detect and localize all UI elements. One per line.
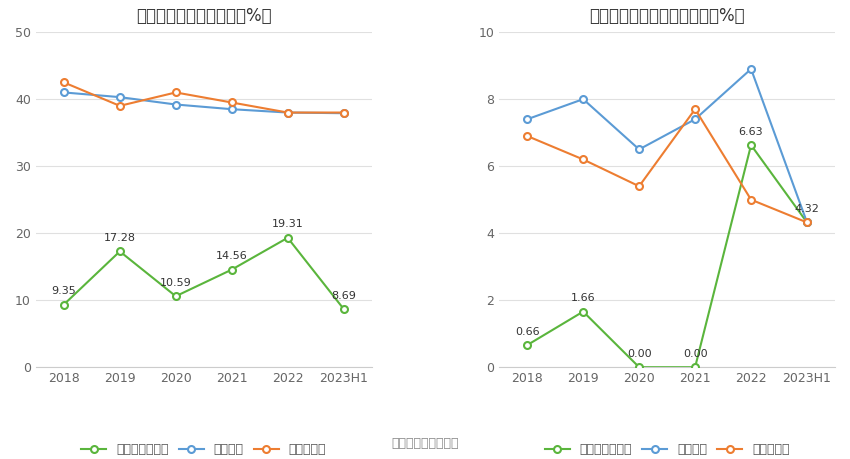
行业中位数	[227, 100, 237, 105]
Text: 9.35: 9.35	[52, 286, 76, 296]
Text: 6.63: 6.63	[739, 127, 763, 137]
行业中位数	[578, 157, 588, 162]
Line: 行业均值: 行业均值	[60, 89, 347, 117]
行业均值	[227, 106, 237, 112]
Text: 10.59: 10.59	[160, 278, 191, 288]
行业中位数	[746, 197, 756, 202]
有息资产负债率	[802, 220, 812, 225]
行业中位数	[282, 110, 292, 115]
Text: 1.66: 1.66	[571, 293, 596, 303]
有息资产负债率	[690, 364, 700, 370]
行业中位数	[522, 133, 532, 139]
有息资产负债率	[578, 309, 588, 314]
行业均值	[171, 102, 181, 107]
Legend: 公司资产负债率, 行业均值, 行业中位数: 公司资产负债率, 行业均值, 行业中位数	[76, 438, 332, 459]
公司资产负债率	[282, 235, 292, 241]
Line: 行业中位数: 行业中位数	[60, 79, 347, 116]
有息资产负债率	[746, 142, 756, 148]
行业中位数	[634, 184, 644, 189]
行业均值	[634, 146, 644, 152]
行业中位数	[171, 90, 181, 95]
行业均值	[578, 96, 588, 102]
有息资产负债率	[634, 364, 644, 370]
Title: 近年来有息资产负债率情况（%）: 近年来有息资产负债率情况（%）	[589, 7, 745, 25]
行业均值	[802, 220, 812, 225]
行业中位数	[802, 220, 812, 225]
公司资产负债率	[171, 293, 181, 299]
Line: 行业均值: 行业均值	[524, 66, 811, 226]
公司资产负债率	[59, 302, 69, 307]
有息资产负债率	[522, 342, 532, 348]
行业均值	[282, 110, 292, 115]
Text: 数据来源：恒生聚源: 数据来源：恒生聚源	[391, 437, 459, 450]
行业中位数	[690, 106, 700, 112]
Line: 公司资产负债率: 公司资产负债率	[60, 235, 347, 313]
行业中位数	[59, 80, 69, 85]
行业均值	[59, 90, 69, 95]
Text: 14.56: 14.56	[216, 251, 247, 261]
Text: 8.69: 8.69	[332, 291, 356, 301]
行业均值	[115, 95, 125, 100]
Legend: 有息资产负债率, 行业均值, 行业中位数: 有息资产负债率, 行业均值, 行业中位数	[540, 438, 795, 459]
公司资产负债率	[227, 267, 237, 272]
Text: 17.28: 17.28	[104, 233, 136, 243]
Text: 19.31: 19.31	[272, 219, 303, 230]
Text: 0.00: 0.00	[683, 349, 707, 359]
行业中位数	[115, 103, 125, 109]
行业中位数	[338, 110, 348, 115]
Line: 有息资产负债率: 有息资产负债率	[524, 141, 811, 371]
公司资产负债率	[338, 306, 348, 312]
Text: 4.32: 4.32	[795, 204, 819, 214]
行业均值	[338, 111, 348, 116]
Text: 0.00: 0.00	[626, 349, 651, 359]
行业均值	[690, 117, 700, 122]
Line: 行业中位数: 行业中位数	[524, 106, 811, 226]
Title: 近年来资产负债率情况（%）: 近年来资产负债率情况（%）	[136, 7, 271, 25]
行业均值	[522, 117, 532, 122]
Text: 0.66: 0.66	[515, 327, 540, 337]
行业均值	[746, 66, 756, 72]
公司资产负债率	[115, 249, 125, 254]
